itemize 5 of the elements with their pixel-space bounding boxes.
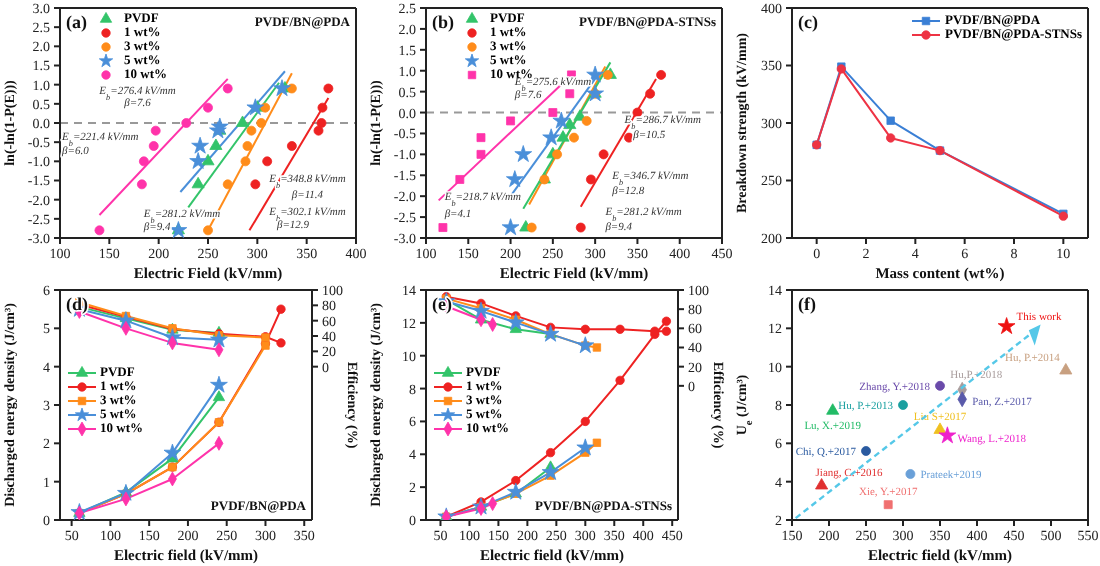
chart-title: (a) — [66, 12, 87, 32]
chart-title: (f) — [798, 294, 816, 314]
chart-title: (e) — [432, 294, 452, 314]
chart-title: (b) — [432, 12, 454, 32]
chart-title: (c) — [798, 12, 818, 32]
